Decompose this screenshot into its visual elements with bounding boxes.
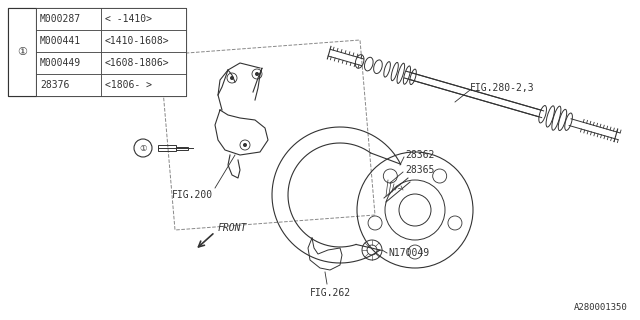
Text: <1608-1806>: <1608-1806> (105, 58, 170, 68)
Text: M000441: M000441 (40, 36, 81, 46)
Text: ①: ① (17, 47, 27, 57)
Text: FIG.280-2,3: FIG.280-2,3 (470, 83, 534, 93)
Text: <1806- >: <1806- > (105, 80, 152, 90)
Circle shape (243, 143, 247, 147)
Bar (8, 8, 36, 96)
Text: 28376: 28376 (40, 80, 69, 90)
Circle shape (255, 72, 259, 76)
Bar (101, 52, 186, 74)
Text: < -1410>: < -1410> (105, 14, 152, 24)
Bar (158, 145, 176, 151)
Bar (176, 147, 188, 149)
Text: 28365: 28365 (405, 165, 435, 175)
Bar (8, 8, 186, 96)
Text: <1410-1608>: <1410-1608> (105, 36, 170, 46)
Bar (36, 8, 101, 30)
Bar (101, 74, 186, 96)
Text: 28362: 28362 (405, 150, 435, 160)
Bar (36, 52, 101, 74)
Circle shape (230, 76, 234, 80)
Text: ①: ① (140, 143, 147, 153)
Bar (101, 30, 186, 52)
Bar (101, 8, 186, 30)
Text: FRONT: FRONT (218, 223, 248, 233)
Bar (36, 74, 101, 96)
Text: FIG.200: FIG.200 (172, 190, 212, 200)
Text: M000449: M000449 (40, 58, 81, 68)
Text: N170049: N170049 (388, 248, 429, 258)
Text: FIG.262: FIG.262 (309, 288, 351, 298)
Text: A280001350: A280001350 (574, 303, 628, 312)
Text: M000287: M000287 (40, 14, 81, 24)
Bar (36, 30, 101, 52)
